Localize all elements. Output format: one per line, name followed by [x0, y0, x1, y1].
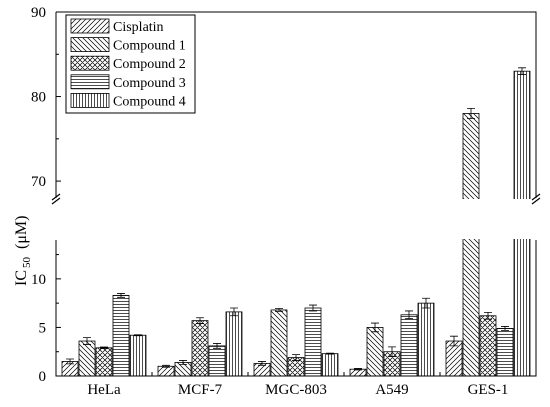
bar	[157, 365, 175, 377]
legend-label: Compound 1	[113, 39, 186, 54]
bar	[225, 311, 243, 377]
bar	[95, 347, 113, 377]
error-bar	[292, 354, 300, 361]
bars-layer	[56, 67, 536, 377]
error-bar	[117, 293, 125, 298]
lower-frame	[55, 240, 537, 377]
error-bar	[66, 358, 74, 365]
error-bar	[354, 368, 362, 371]
error-bar	[422, 297, 430, 309]
bar	[191, 320, 209, 377]
legend: Cisplatin Compound 1 Compound 2 Compound 3 C…	[65, 14, 196, 114]
bar	[129, 334, 147, 377]
axis-break-mark	[51, 193, 61, 205]
bar	[112, 294, 130, 377]
y-axis-label-unit: (μM)	[13, 216, 30, 249]
error-bar	[326, 352, 334, 355]
x-tick-label: MCF-7	[178, 382, 223, 398]
axis-break-gap	[56, 199, 536, 239]
bar	[496, 327, 514, 377]
error-bar	[518, 67, 526, 75]
y-tick-label: 10	[31, 272, 46, 288]
y-axis-label: IC 50 (μM)	[13, 216, 33, 286]
y-axis-label-main: IC	[13, 270, 30, 286]
axis-layer: 0 5 10 70 80 90 HeLa MCF-7 MGC-803 A549 GES-1	[31, 5, 541, 398]
bar	[400, 314, 418, 377]
legend-swatch	[70, 18, 110, 34]
error-bar	[371, 322, 379, 333]
legend-swatch	[70, 74, 110, 90]
error-bar	[83, 337, 91, 345]
error-bar	[275, 308, 283, 312]
legend-swatch	[70, 55, 110, 71]
error-bar	[162, 364, 170, 368]
bar	[366, 327, 384, 377]
y-tick-label: 70	[31, 174, 46, 190]
bar	[417, 302, 435, 377]
bar	[78, 340, 96, 377]
legend-label: Cisplatin	[113, 20, 164, 35]
legend-label: Compound 3	[113, 76, 186, 91]
error-bar	[501, 326, 509, 331]
error-bar	[100, 346, 108, 350]
bar	[304, 307, 322, 377]
error-bar	[230, 307, 238, 317]
upper-frame	[55, 11, 537, 198]
legend-swatch	[70, 93, 110, 108]
axis-break-mark	[531, 193, 541, 205]
bar	[479, 315, 497, 377]
error-bar	[309, 304, 317, 312]
x-tick-label: GES-1	[468, 382, 509, 398]
error-bar	[258, 361, 266, 366]
error-bar	[450, 335, 458, 347]
x-tick-label: MGC-803	[265, 382, 327, 398]
y-axis-label-sub: 50	[21, 257, 33, 269]
error-bar	[134, 334, 142, 337]
error-bar	[196, 317, 204, 324]
error-bar	[467, 107, 475, 119]
error-bar	[179, 360, 187, 365]
bar	[208, 345, 226, 377]
x-tick-label: A549	[375, 382, 408, 398]
y-tick-label: 90	[31, 5, 46, 21]
y-tick-label: 0	[39, 369, 47, 385]
legend-label: Compound 2	[113, 57, 186, 72]
error-bar	[388, 346, 396, 357]
bar	[270, 309, 288, 377]
legend-swatch	[70, 37, 110, 52]
bar	[321, 353, 339, 377]
error-bar	[213, 343, 221, 349]
y-tick-label: 5	[39, 320, 47, 336]
error-bar	[484, 311, 492, 320]
legend-label: Compound 4	[113, 94, 186, 109]
error-bar	[405, 310, 413, 320]
bar	[462, 113, 480, 377]
x-tick-label: HeLa	[87, 382, 121, 398]
y-tick-label: 80	[31, 90, 46, 106]
